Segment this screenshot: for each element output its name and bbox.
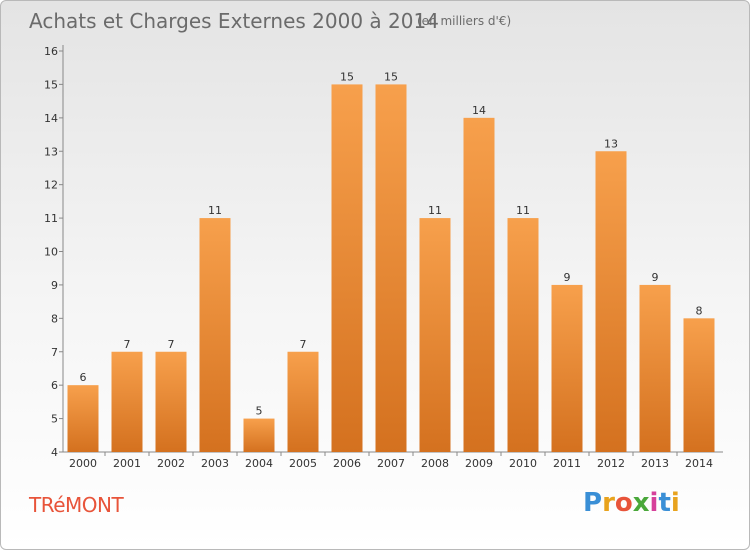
x-tick-label: 2012 <box>597 457 625 470</box>
y-tick-label: 9 <box>51 279 58 292</box>
x-tick-label: 2001 <box>113 457 141 470</box>
logo-letter: x <box>632 488 650 518</box>
x-tick-label: 2014 <box>685 457 713 470</box>
bar <box>375 84 407 453</box>
data-label: 11 <box>516 204 530 217</box>
x-tick-label: 2002 <box>157 457 185 470</box>
bar <box>243 418 275 452</box>
y-tick-label: 10 <box>44 246 58 259</box>
logo-letter: i <box>649 488 659 518</box>
data-label: 13 <box>604 137 618 150</box>
data-labels: 6 7 7 11 5 7 15 15 11 14 11 9 13 9 8 <box>80 70 703 417</box>
y-tick-label: 16 <box>44 45 58 58</box>
data-label: 5 <box>256 405 263 418</box>
y-tick-label: 8 <box>51 312 58 325</box>
logo-letter: t <box>658 488 671 518</box>
bar <box>67 385 99 452</box>
y-tick-label: 7 <box>51 346 58 359</box>
bar <box>287 351 319 452</box>
x-tick-label: 2003 <box>201 457 229 470</box>
x-tick-label: 2004 <box>245 457 273 470</box>
x-tick-label: 2007 <box>377 457 405 470</box>
chart-title: Achats et Charges Externes 2000 à 2014 <box>29 9 439 33</box>
data-label: 15 <box>384 70 398 83</box>
x-tick-label: 2010 <box>509 457 537 470</box>
y-tick-label: 12 <box>44 179 58 192</box>
x-tick-label: 2000 <box>69 457 97 470</box>
data-label: 9 <box>652 271 659 284</box>
chart-subtitle: (en milliers d'€) <box>417 14 511 28</box>
proxiti-logo[interactable]: Proxiti <box>583 488 680 518</box>
data-label: 11 <box>428 204 442 217</box>
bar <box>111 351 143 452</box>
data-label: 7 <box>168 338 175 351</box>
y-tick-label: 11 <box>44 212 58 225</box>
data-label: 11 <box>208 204 222 217</box>
x-tick-label: 2006 <box>333 457 361 470</box>
bar <box>683 318 715 452</box>
bar <box>331 84 363 453</box>
bar <box>595 151 627 452</box>
x-tick-label: 2005 <box>289 457 317 470</box>
data-label: 7 <box>300 338 307 351</box>
y-tick-label: 13 <box>44 145 58 158</box>
y-tick-label: 15 <box>44 78 58 91</box>
logo-letter: o <box>614 488 633 518</box>
data-label: 14 <box>472 104 486 117</box>
commune-name: TRéMONT <box>29 493 124 517</box>
bar <box>551 284 583 452</box>
data-label: 7 <box>124 338 131 351</box>
logo-letter: P <box>583 488 603 518</box>
axes: 4 5 6 7 8 9 10 11 12 13 14 15 16 2000 2001 2002 2003 2004… <box>44 45 723 470</box>
bar <box>419 218 451 452</box>
x-tick-label: 2008 <box>421 457 449 470</box>
bars <box>67 84 715 453</box>
y-tick-label: 14 <box>44 112 58 125</box>
logo-letter: r <box>602 488 615 518</box>
bar <box>507 218 539 452</box>
logo-letter: i <box>670 488 680 518</box>
data-label: 9 <box>564 271 571 284</box>
bar <box>199 218 231 452</box>
bar <box>155 351 187 452</box>
x-tick-label: 2013 <box>641 457 669 470</box>
x-tick-label: 2011 <box>553 457 581 470</box>
y-tick-label: 5 <box>51 413 58 426</box>
y-tick-label: 4 <box>51 446 58 459</box>
data-label: 6 <box>80 371 87 384</box>
x-tick-label: 2009 <box>465 457 493 470</box>
bar <box>639 284 671 452</box>
data-label: 8 <box>696 304 703 317</box>
y-tick-label: 6 <box>51 379 58 392</box>
bar <box>463 117 495 452</box>
data-label: 15 <box>340 70 354 83</box>
